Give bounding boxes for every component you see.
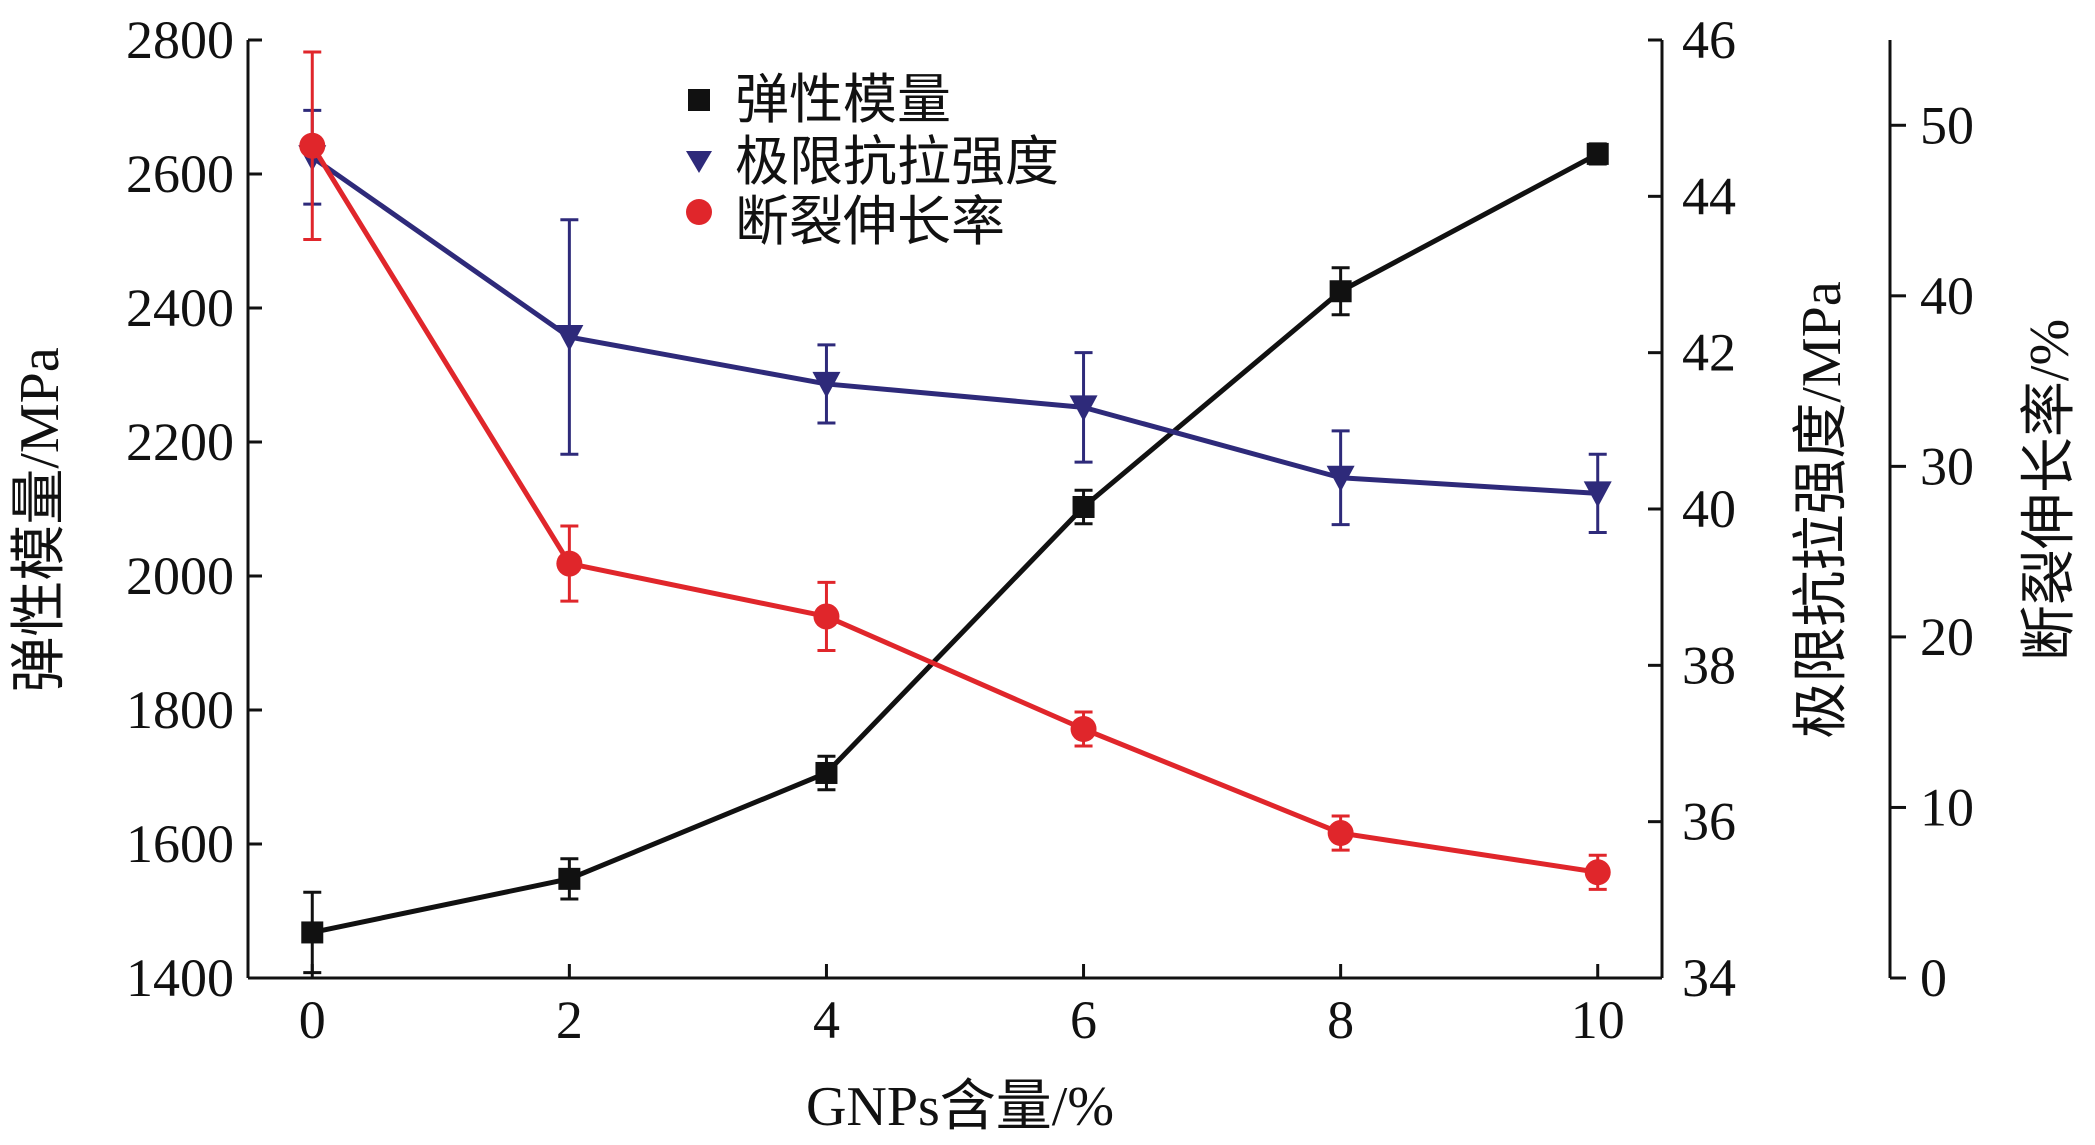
x-tick-label: 10	[1571, 990, 1625, 1050]
legend-marker-strength	[686, 151, 712, 173]
x-tick-label: 8	[1327, 990, 1354, 1050]
left-axis-title: 弹性模量/MPa	[9, 347, 71, 692]
plot-frame	[246, 40, 1892, 980]
right1-tick-label: 40	[1682, 479, 1736, 539]
series-line	[310, 155, 1598, 496]
right1-axis-title: 极限抗拉强度/MPa	[1791, 281, 1853, 738]
data-point-circle	[556, 550, 583, 577]
data-point-square	[558, 867, 581, 890]
right1-tick-label: 46	[1682, 10, 1736, 70]
x-tick-label: 6	[1070, 990, 1097, 1050]
right2-tick-label: 20	[1920, 607, 1974, 667]
x-tick-label: 0	[299, 990, 326, 1050]
series-layer	[298, 50, 1612, 975]
left-tick-label: 1600	[126, 814, 234, 874]
data-point-square	[1072, 495, 1095, 518]
data-point-circle	[1327, 820, 1354, 847]
right2-tick-label: 30	[1920, 436, 1974, 496]
right1-tick-label: 44	[1682, 166, 1736, 226]
data-point-circle	[299, 132, 326, 159]
x-tick-label: 2	[556, 990, 583, 1050]
series-line	[310, 144, 1599, 875]
series-1	[301, 142, 1609, 975]
x-axis-title: GNPs含量/%	[806, 1076, 1114, 1138]
legend: 弹性模量 极限抗拉强度 断裂伸长率	[686, 70, 1059, 252]
legend-marker-elongation	[686, 199, 712, 225]
left-tick-label: 2800	[126, 10, 234, 70]
data-point-square	[301, 921, 324, 944]
right1-tick-label: 36	[1682, 792, 1736, 852]
legend-label-modulus: 弹性模量	[735, 70, 951, 130]
series-2	[298, 108, 1612, 534]
right1-tick-label: 38	[1682, 635, 1736, 695]
right2-tick-label: 40	[1920, 266, 1974, 326]
right2-tick-label: 0	[1920, 948, 1947, 1008]
x-tick-label: 4	[813, 990, 840, 1050]
left-tick-label: 2400	[126, 278, 234, 338]
data-point-square	[1586, 142, 1609, 165]
right2-tick-label: 10	[1920, 777, 1974, 837]
right1-tick-label: 34	[1682, 948, 1736, 1008]
ticks-layer: 0 2 4 6 8 10140016001800200022002400260028003…	[126, 10, 1974, 1050]
left-tick-label: 2600	[126, 144, 234, 204]
data-point-triangle	[812, 371, 841, 398]
data-point-triangle	[1326, 465, 1355, 492]
left-tick-label: 2200	[126, 412, 234, 472]
series-3	[299, 50, 1611, 891]
right2-axis-title: 断裂伸长率/%	[2019, 319, 2081, 661]
data-point-triangle	[555, 325, 584, 352]
legend-label-strength: 极限抗拉强度	[735, 132, 1059, 192]
data-point-circle	[1070, 716, 1097, 743]
data-point-square	[1329, 280, 1352, 303]
left-tick-label: 1400	[126, 948, 234, 1008]
data-point-circle	[1584, 859, 1611, 886]
data-point-square	[815, 761, 838, 784]
left-tick-label: 1800	[126, 680, 234, 740]
right1-tick-label: 42	[1682, 323, 1736, 383]
data-point-circle	[813, 603, 840, 630]
data-point-triangle	[1583, 481, 1612, 508]
legend-label-elongation: 断裂伸长率	[735, 192, 1005, 252]
legend-marker-modulus	[688, 89, 710, 111]
data-point-triangle	[1069, 395, 1098, 422]
right2-tick-label: 50	[1920, 95, 1974, 155]
left-tick-label: 2000	[126, 546, 234, 606]
series-line	[311, 151, 1599, 935]
